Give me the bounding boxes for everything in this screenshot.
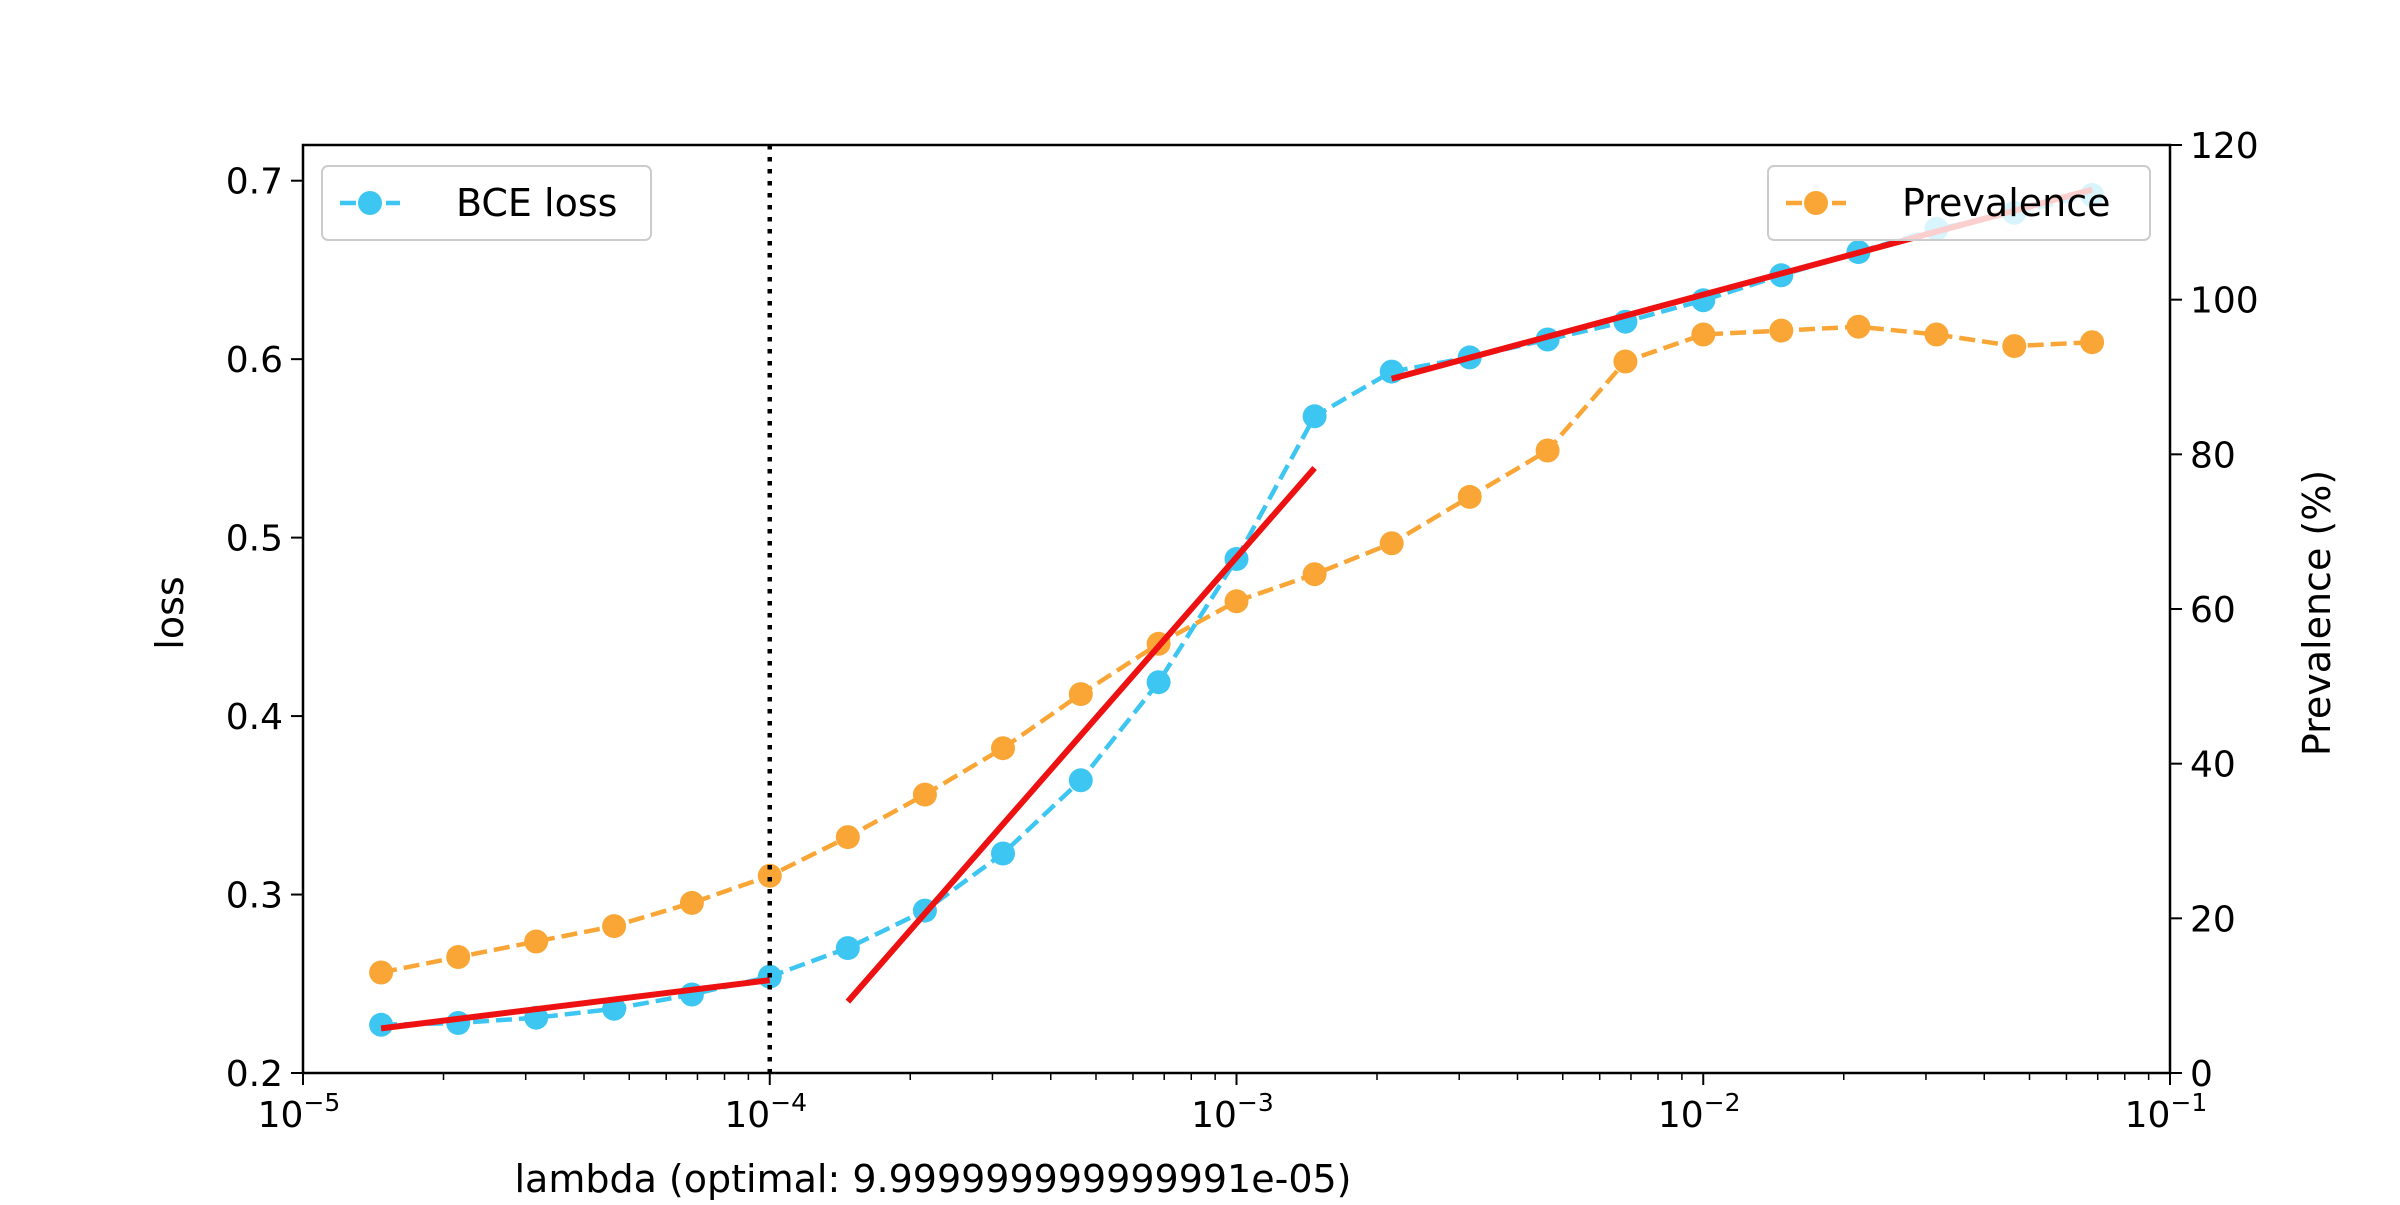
prevalence-point-12 [1302,562,1327,587]
bce-loss-point-10 [1146,670,1171,695]
prevalence-point-3 [602,914,627,939]
prevalence-point-7 [912,782,937,807]
prevalence-point-1 [446,945,471,969]
y-left-tick-label-3: 0.5 [226,519,283,560]
fit-line-1 [845,466,1317,1004]
prevalence-point-0 [369,960,394,985]
x-tick-label-3: 10−2 [1658,1088,1741,1136]
prevalence-point-17 [1691,322,1716,347]
prevalence-point-9 [1068,682,1093,707]
x-tick-label-2: 10−3 [1191,1088,1274,1136]
prevalence-point-6 [835,825,860,850]
y-left-tick-label-2: 0.4 [226,697,283,738]
y-right-tick-label-0: 0 [2190,1054,2213,1095]
legend-box-bce-loss [321,165,652,241]
bce-loss-point-0 [369,1012,394,1037]
x-axis-label: lambda (optimal: 9.999999999999991e-05) [514,1157,1351,1200]
y-right-tick-label-2: 40 [2190,745,2236,786]
prevalence-point-2 [524,929,549,954]
y-right-tick-label-5: 100 [2190,281,2259,322]
plot-data-layer [369,145,2105,1073]
prevalence-point-14 [1457,484,1482,509]
prevalence-point-21 [2002,334,2027,359]
legend-label-prevalence: Prevalence [1902,181,2110,225]
y-axis-right-label: Prevalence (%) [2295,470,2339,756]
bce-loss-point-12 [1302,404,1327,429]
y-right-tick-label-3: 60 [2190,590,2236,631]
y-left-tick-label-0: 0.2 [226,1054,283,1095]
prevalence-point-15 [1535,438,1560,463]
prevalence-point-19 [1846,314,1871,339]
prevalence-point-22 [2080,330,2105,355]
axes-layer: 10−5 10−4 10−3 10−2 10−1 0.2 0.3 0.4 0.5 0.6 0.7 0 2… [226,126,2259,1136]
prevalence-point-16 [1613,349,1638,374]
prevalence-point-4 [679,890,704,915]
bce-loss-point-8 [991,841,1015,866]
prevalence-point-13 [1379,531,1404,556]
y-right-tick-label-6: 120 [2190,126,2259,167]
bce-loss-point-6 [835,936,860,961]
legend-label-bce-loss: BCE loss [456,181,617,225]
x-tick-label-4: 10−1 [2125,1088,2208,1136]
x-tick-label-0: 10−5 [258,1088,341,1136]
x-tick-label-1: 10−4 [724,1088,807,1136]
prevalence-point-20 [1924,322,1949,347]
bce-loss-point-13 [1379,359,1404,384]
y-right-tick-label-1: 20 [2190,899,2236,940]
y-left-tick-label-1: 0.3 [226,876,283,917]
legends-layer: BCE loss Prevalence [321,165,2151,241]
prevalence-point-18 [1769,318,1794,343]
y-left-tick-label-4: 0.6 [226,340,283,381]
prevalence-point-5 [757,863,782,888]
bce-loss-point-9 [1068,768,1093,793]
prevalence-point-11 [1224,589,1249,614]
prevalence-point-8 [991,736,1015,761]
y-left-tick-label-5: 0.7 [226,162,283,203]
legend-box-prevalence [1767,165,2151,241]
legend-marker-bce-loss [358,191,382,215]
bce-loss-point-1 [446,1011,471,1035]
y-right-tick-label-4: 80 [2190,435,2236,476]
legend-marker-prevalence [1804,191,1828,215]
fit-line-0 [380,977,771,1032]
y-axis-left-label: loss [148,576,192,649]
